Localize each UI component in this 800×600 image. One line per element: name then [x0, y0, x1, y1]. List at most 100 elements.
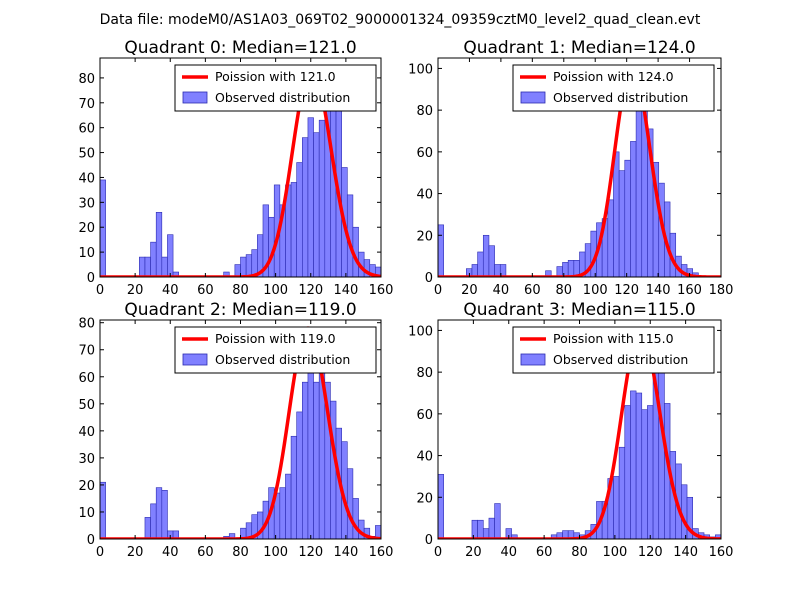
- y-tick-label: 60: [416, 408, 433, 423]
- histogram-bar: [161, 490, 168, 539]
- histogram-bar: [346, 468, 354, 539]
- histogram-bar: [245, 254, 253, 277]
- histogram-bar: [624, 405, 631, 539]
- histogram-bar: [647, 405, 654, 539]
- x-tick-label: 60: [197, 283, 214, 298]
- y-tick-label: 40: [416, 450, 433, 465]
- y-tick-label: 50: [78, 147, 95, 162]
- x-tick-label: 0: [434, 545, 442, 560]
- legend-box: [512, 64, 715, 112]
- histogram-bar: [302, 137, 309, 277]
- x-tick-label: 140: [333, 545, 358, 560]
- histogram-bar: [296, 411, 303, 539]
- histogram-bar: [499, 264, 507, 277]
- x-tick-label: 100: [602, 545, 627, 560]
- histogram-bar: [567, 260, 575, 277]
- y-tick-label: 70: [78, 344, 95, 359]
- x-tick-label: 140: [646, 283, 671, 298]
- x-tick-label: 80: [232, 545, 249, 560]
- y-tick-label: 20: [78, 221, 95, 236]
- histogram-bar: [613, 151, 620, 277]
- histogram-bar: [155, 487, 163, 539]
- histogram-bar: [545, 270, 552, 277]
- histogram-bar: [482, 234, 490, 277]
- legend-box: [512, 326, 715, 374]
- legend-bar-swatch: [182, 353, 208, 366]
- histogram-bar: [607, 199, 614, 277]
- y-tick-label: 40: [78, 425, 95, 440]
- quadrant-title: Quadrant 3: Median=115.0: [463, 300, 695, 320]
- legend: Poission with 121.0 Observed distribution: [174, 64, 377, 112]
- y-tick-label: 100: [408, 324, 433, 339]
- histogram-bar: [155, 211, 163, 277]
- quadrant-1-chart: 0 20 40 60 80 100 120 140 160 180 0 20 40 60 80 100 Quad…: [408, 38, 733, 298]
- legend-box: [174, 64, 377, 112]
- x-tick-label: 40: [162, 545, 179, 560]
- legend-line-label: Poission with 124.0: [553, 69, 674, 84]
- histogram-bar: [313, 381, 320, 539]
- histogram-bar: [290, 182, 297, 277]
- y-tick-label: 70: [78, 97, 95, 112]
- x-tick-label: 80: [232, 283, 249, 298]
- histogram-bar: [618, 446, 626, 539]
- legend-bar-label: Observed distribution: [215, 90, 350, 105]
- histogram-bar: [161, 256, 168, 277]
- histogram-bar: [318, 119, 326, 277]
- y-tick-label: 60: [78, 371, 95, 386]
- y-tick-label: 60: [78, 122, 95, 137]
- y-tick-label: 80: [78, 72, 95, 87]
- histogram-bar: [635, 392, 643, 539]
- y-tick-label: 0: [87, 533, 95, 548]
- x-tick-label: 0: [96, 283, 104, 298]
- x-tick-label: 160: [709, 545, 734, 560]
- histogram-bar: [172, 530, 179, 539]
- histogram-bar: [438, 224, 444, 277]
- histogram-bar: [234, 264, 241, 277]
- histogram-bar: [618, 170, 626, 277]
- x-tick-label: 120: [614, 283, 639, 298]
- x-tick-label: 160: [369, 283, 394, 298]
- histogram-bar: [624, 159, 631, 277]
- histogram-bar: [488, 245, 495, 277]
- histogram-bar: [477, 519, 484, 539]
- y-tick-label: 30: [78, 196, 95, 211]
- histogram-bar: [307, 117, 314, 277]
- x-tick-label: 180: [709, 283, 734, 298]
- x-tick-label: 100: [263, 545, 288, 560]
- x-tick-label: 100: [583, 283, 608, 298]
- histogram-bar: [167, 234, 174, 277]
- x-tick-label: 160: [369, 545, 394, 560]
- histogram-bar: [352, 498, 359, 539]
- histogram-bar: [100, 481, 106, 539]
- y-tick-label: 20: [78, 479, 95, 494]
- x-tick-label: 60: [536, 545, 553, 560]
- legend: Poission with 124.0 Observed distribution: [512, 64, 715, 112]
- x-tick-label: 80: [571, 545, 588, 560]
- poisson-curve: [438, 64, 721, 277]
- quadrant-title: Quadrant 2: Median=119.0: [124, 300, 356, 320]
- histogram-bar: [172, 271, 179, 277]
- y-tick-label: 40: [416, 188, 433, 203]
- histogram-bar: [613, 476, 620, 539]
- x-tick-label: 20: [461, 283, 478, 298]
- histogram-bar: [681, 484, 688, 539]
- y-tick-label: 80: [416, 104, 433, 119]
- y-tick-label: 40: [78, 171, 95, 186]
- histogram-bar: [330, 400, 337, 539]
- x-tick-label: 40: [493, 283, 510, 298]
- histogram-bar: [290, 435, 297, 539]
- legend-bar-label: Observed distribution: [553, 352, 688, 367]
- y-tick-label: 20: [416, 229, 433, 244]
- x-tick-label: 0: [96, 545, 104, 560]
- legend-line-label: Poission with 119.0: [215, 331, 336, 346]
- y-tick-label: 50: [78, 398, 95, 413]
- histogram-bar: [100, 179, 106, 277]
- x-tick-label: 160: [677, 283, 702, 298]
- y-tick-label: 10: [78, 506, 95, 521]
- x-tick-label: 0: [434, 283, 442, 298]
- histogram-bar: [438, 474, 444, 539]
- x-tick-label: 140: [333, 283, 358, 298]
- histogram-bar: [307, 371, 314, 539]
- histogram-bar: [150, 241, 157, 277]
